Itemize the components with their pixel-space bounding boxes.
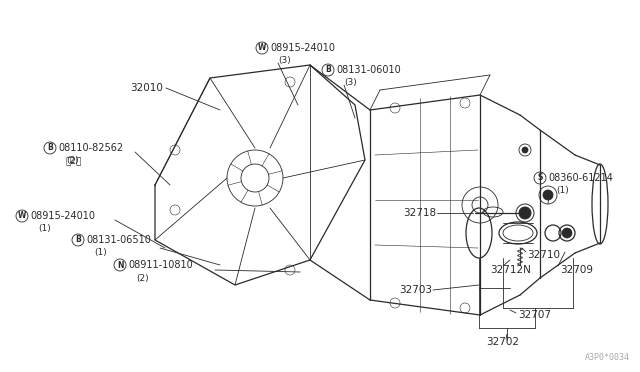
Text: S: S <box>538 173 543 183</box>
Text: (1): (1) <box>94 248 107 257</box>
Text: 08110-82562: 08110-82562 <box>58 143 123 153</box>
Circle shape <box>562 228 572 238</box>
Circle shape <box>543 190 553 200</box>
Text: 32709: 32709 <box>560 265 593 275</box>
Text: 32710: 32710 <box>527 250 560 260</box>
Text: (2): (2) <box>66 157 79 166</box>
Text: A3P0*0034: A3P0*0034 <box>585 353 630 362</box>
Text: W: W <box>258 44 266 52</box>
Text: 32703: 32703 <box>399 285 432 295</box>
Text: 32702: 32702 <box>486 337 519 347</box>
Text: N: N <box>116 260 124 269</box>
Text: B: B <box>75 235 81 244</box>
Text: B: B <box>325 65 331 74</box>
Text: (3): (3) <box>344 77 356 87</box>
Text: 08360-61214: 08360-61214 <box>548 173 613 183</box>
Text: (2): (2) <box>136 273 148 282</box>
Text: (3): (3) <box>278 55 291 64</box>
Text: W: W <box>18 212 26 221</box>
Text: 32718: 32718 <box>403 208 436 218</box>
Text: 32707: 32707 <box>518 310 551 320</box>
Text: B: B <box>47 144 53 153</box>
Circle shape <box>522 147 528 153</box>
Text: 32010: 32010 <box>130 83 163 93</box>
Text: 08915-24010: 08915-24010 <box>270 43 335 53</box>
Text: 32712N: 32712N <box>490 265 531 275</box>
Text: 08131-06010: 08131-06010 <box>336 65 401 75</box>
Text: 08911-10810: 08911-10810 <box>128 260 193 270</box>
Text: (1): (1) <box>38 224 51 234</box>
Circle shape <box>519 207 531 219</box>
Text: 08915-24010: 08915-24010 <box>30 211 95 221</box>
Text: 08131-06510: 08131-06510 <box>86 235 151 245</box>
Text: (1): (1) <box>556 186 569 196</box>
Text: 〨2）: 〨2） <box>66 157 83 166</box>
